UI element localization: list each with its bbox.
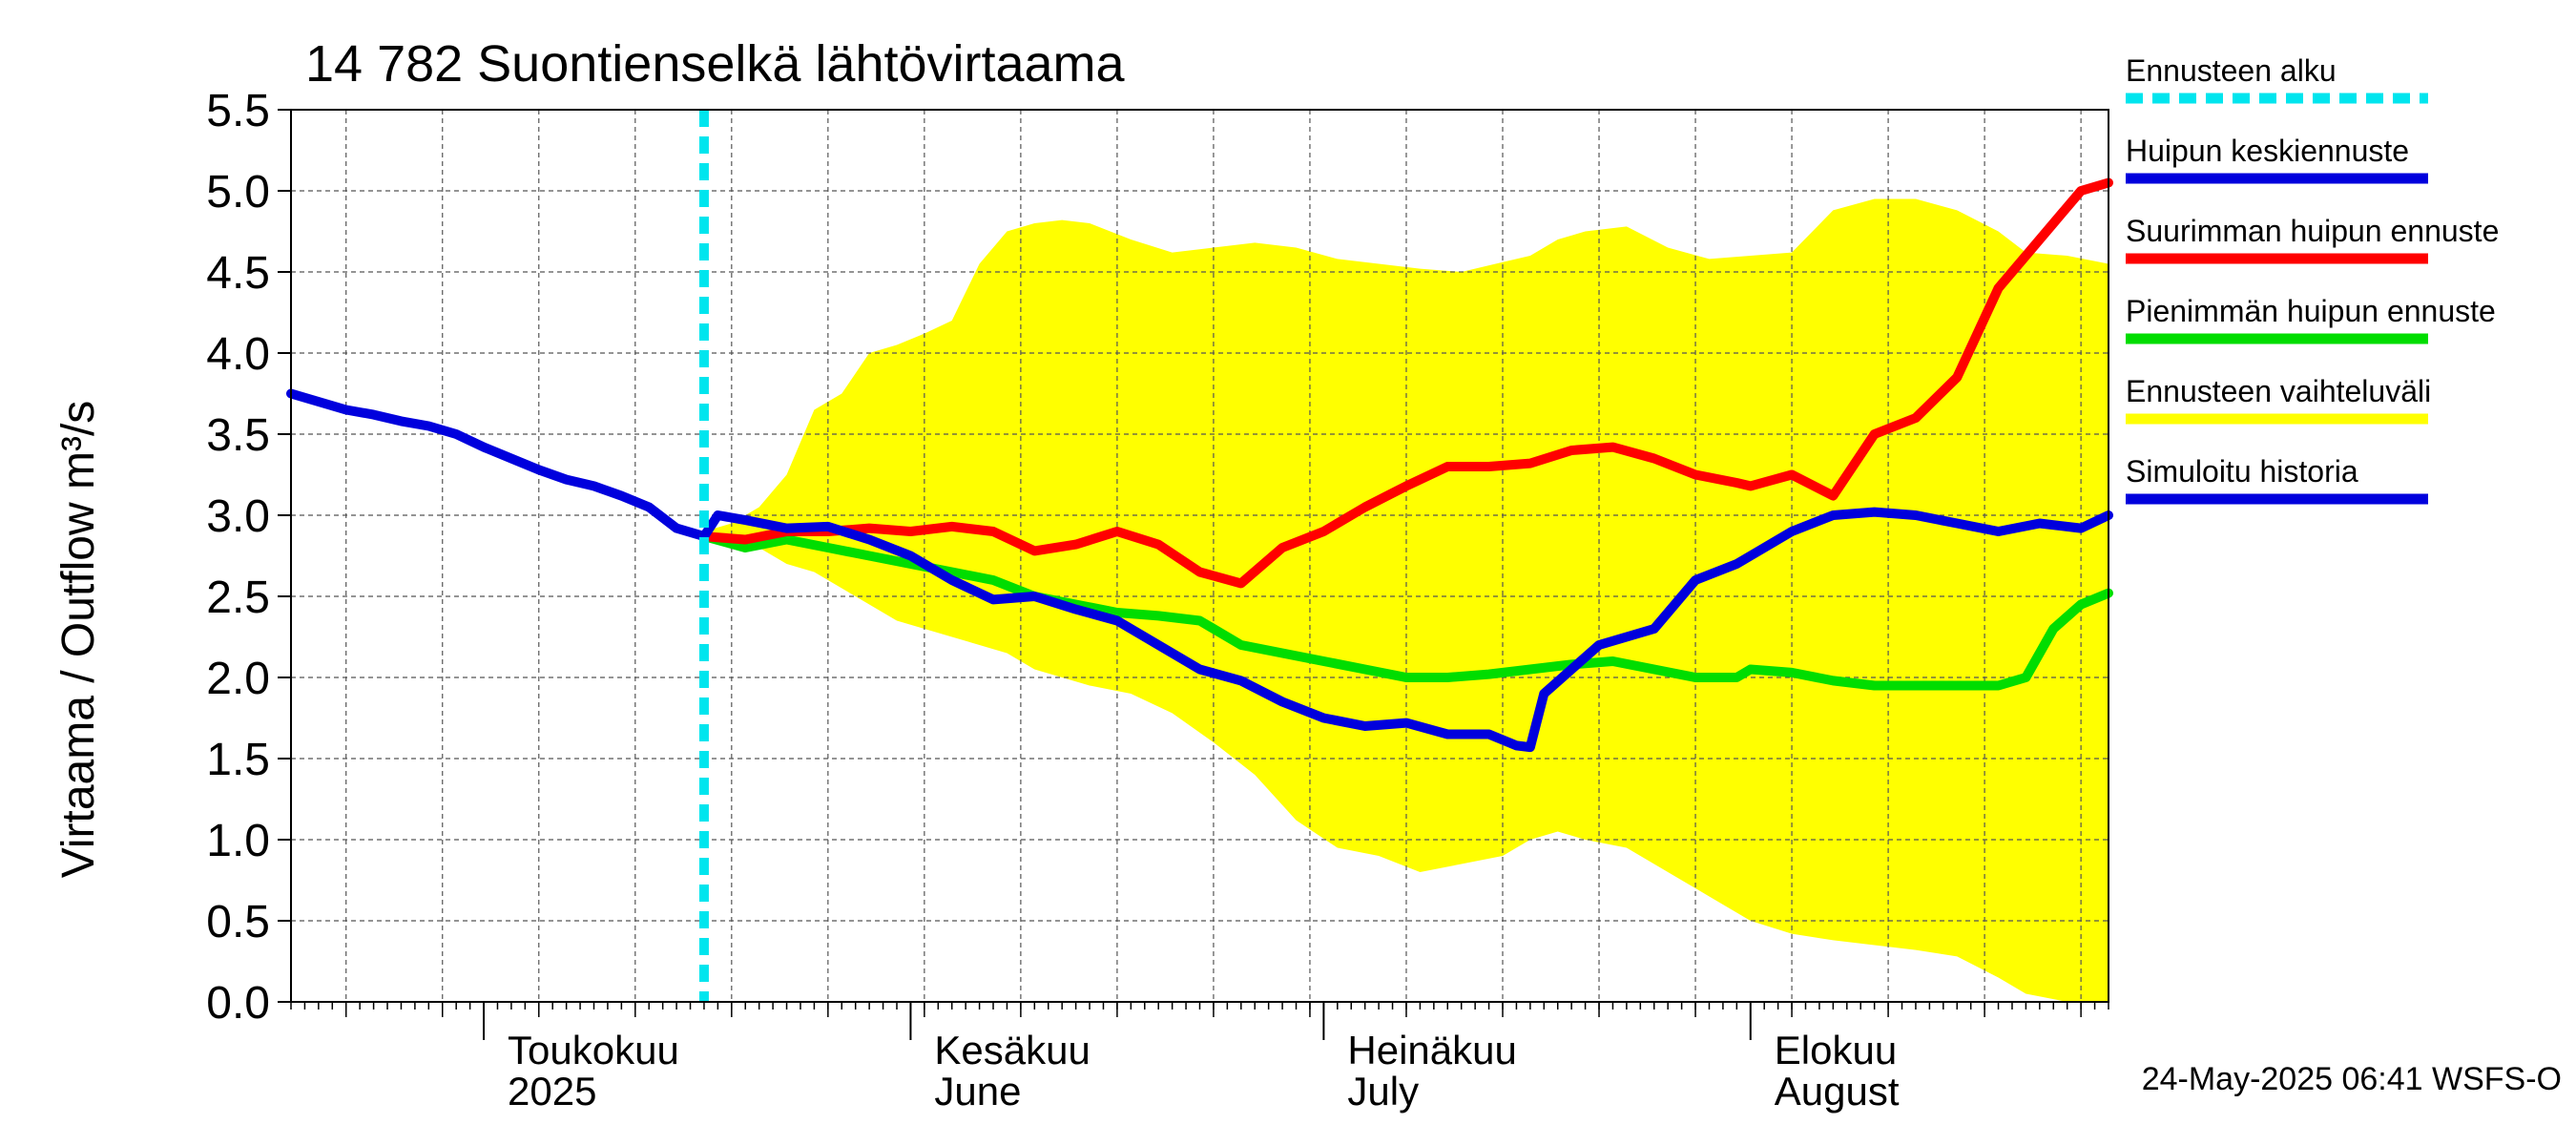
y-tick-label: 4.0 bbox=[206, 329, 270, 380]
legend-label: Simuloitu historia bbox=[2126, 454, 2358, 489]
x-month-sublabel: July bbox=[1347, 1069, 1419, 1114]
x-month-label: Heinäkuu bbox=[1347, 1028, 1516, 1072]
y-tick-label: 5.5 bbox=[206, 86, 270, 136]
y-tick-label: 5.0 bbox=[206, 167, 270, 218]
legend-label: Ennusteen vaihteluväli bbox=[2126, 374, 2431, 408]
series-line-simuloitu-historia bbox=[286, 388, 709, 542]
y-axis-label: Virtaama / Outflow m³/s bbox=[53, 401, 104, 879]
y-tick-label: 3.5 bbox=[206, 410, 270, 461]
y-tick-label: 1.0 bbox=[206, 816, 270, 866]
x-month-label: Kesäkuu bbox=[934, 1028, 1090, 1072]
y-tick-label: 0.5 bbox=[206, 897, 270, 947]
series-line-pienimm-n-huipun-ennuste bbox=[698, 531, 2113, 691]
series-line-suurimman-huipun-ennuste bbox=[698, 177, 2113, 589]
y-tick-label: 1.5 bbox=[206, 735, 270, 785]
x-month-label: Elokuu bbox=[1775, 1028, 1897, 1072]
y-tick-label: 2.5 bbox=[206, 572, 270, 623]
y-tick-label: 2.0 bbox=[206, 654, 270, 704]
series-layer bbox=[286, 110, 2113, 1002]
x-month-sublabel: August bbox=[1775, 1069, 1900, 1114]
legend: Ennusteen alku Huipun keskiennuste Suurimm… bbox=[2126, 53, 2499, 505]
plot-area: 0.0 0.5 1.0 1.5 2.0 2.5 3.0 3.5 4.0 4.5 5.0 5.5 Tou… bbox=[206, 86, 2113, 1114]
legend-label: Ennusteen alku bbox=[2126, 53, 2337, 88]
chart-title: 14 782 Suontienselkä lähtövirtaama bbox=[305, 35, 1126, 93]
legend-label: Pienimmän huipun ennuste bbox=[2126, 294, 2496, 328]
y-tick-label: 0.0 bbox=[206, 978, 270, 1029]
x-month-label: Toukokuu bbox=[508, 1028, 679, 1072]
x-month-sublabel: 2025 bbox=[508, 1069, 596, 1114]
series-line-huipun-keskiennuste bbox=[698, 507, 2113, 753]
y-tick-label: 4.5 bbox=[206, 248, 270, 299]
x-month-sublabel: June bbox=[934, 1069, 1021, 1114]
footer-timestamp: 24-May-2025 06:41 WSFS-O bbox=[2142, 1061, 2562, 1097]
y-tick-label: 3.0 bbox=[206, 491, 270, 542]
legend-label: Huipun keskiennuste bbox=[2126, 134, 2409, 168]
y-axis: 0.0 0.5 1.0 1.5 2.0 2.5 3.0 3.5 4.0 4.5 5.0 5.5 bbox=[206, 86, 291, 1029]
legend-label: Suurimman huipun ennuste bbox=[2126, 214, 2499, 248]
